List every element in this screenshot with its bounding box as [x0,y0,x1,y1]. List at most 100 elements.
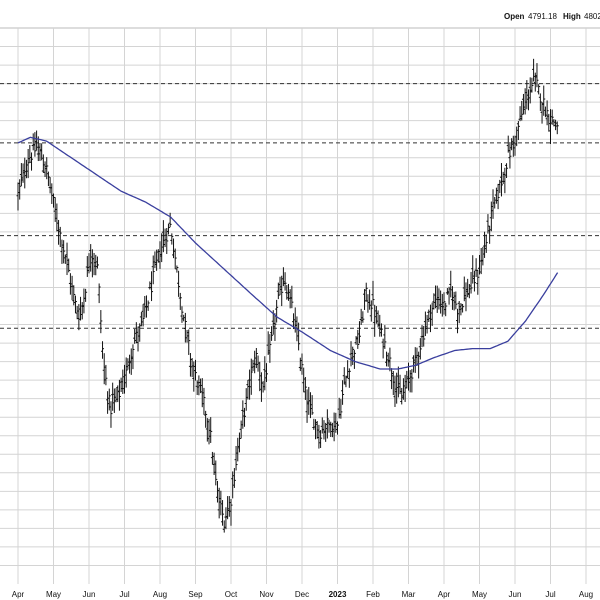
x-tick-label: Jul [545,590,555,599]
ohlc-bar [379,323,383,337]
ohlc-bar [537,84,541,95]
ohlc-bar [303,377,307,400]
ohlc-bar [72,285,76,306]
ohlc-bar [361,311,365,323]
ohlc-bar [175,265,179,273]
ohlc-bar [530,77,534,93]
ohlc-bar [104,364,108,386]
ohlc-bar [461,303,465,313]
ohlc-bar [234,445,238,471]
ohlc-bar [550,109,554,125]
ohlc-bar [555,121,559,135]
horizontal-gridlines [0,46,600,566]
ohlc-bar [508,142,512,169]
x-tick-label: Mar [402,590,416,599]
ohlc-bar [151,255,155,285]
ohlc-bars [16,58,559,533]
ohlc-bar [347,368,351,388]
ohlc-bar [476,269,480,295]
ohlc-bar [194,359,197,381]
ohlc-bar [325,409,329,439]
x-tick-label: Aug [579,590,593,599]
ohlc-bar [364,282,368,302]
moving-average-line [17,136,559,370]
x-tick-label: Aug [153,590,167,599]
x-tick-label: Dec [295,590,309,599]
ohlc-bar [265,363,268,382]
ohlc-bar [243,407,247,427]
ohlc-bar [418,338,422,360]
ohlc-bar [310,395,314,415]
ohlc-bar [33,132,37,157]
ohlc-bar [275,299,279,323]
ohlc-bar [535,63,539,88]
ohlc-bar [166,223,170,235]
ohlc-bar [180,306,184,323]
x-tick-label: Apr [438,590,451,599]
ohlc-bar [444,302,448,317]
x-tick-label: May [472,590,487,599]
ohlc-bar [214,460,218,486]
high-value: 4802 [584,12,600,21]
ohlc-bar [204,410,208,428]
ohlc-bar [484,234,488,253]
ohlc-bar [280,275,284,307]
ohlc-bar [516,120,520,141]
ohlc-bar [124,357,128,388]
ohlc-bar [336,421,339,435]
open-label: Open [504,12,525,21]
ohlc-bar [30,152,34,171]
ohlc-bar [283,272,287,291]
ohlc-bar [410,369,414,393]
ohlc-bar [371,280,375,306]
ohlc-bar [202,387,206,415]
x-tick-label: Nov [259,590,273,599]
ohlc-bar [499,163,503,197]
ohlc-bar [442,292,446,315]
ohlc-bar [26,148,30,179]
ohlc-bar [341,380,345,405]
ohlc-bar [107,388,111,411]
ohlc-bar [150,271,154,302]
ohlc-bar [276,282,280,300]
x-tick-label: Jun [509,590,522,599]
ohlc-bar [232,468,236,488]
ohlc-bar [221,500,225,526]
ohlc-bar [357,321,361,344]
ohlc-bar [173,248,177,270]
ohlc-bar [67,258,71,273]
ohlc-bar [170,233,174,245]
ohlc-bar [290,285,294,309]
ohlc-bar [177,270,181,297]
ohlc-bar [542,85,546,116]
ohlc-bar [383,325,387,349]
ohlc-bar [73,295,77,314]
ohlc-bar [422,325,426,347]
ohlc-bar [99,310,103,334]
ohlc-bar [297,322,301,351]
ohlc-bar [472,270,476,292]
high-label: High [563,12,581,21]
ohlc-bar [84,288,88,302]
ohlc-bar [45,157,49,180]
ohlc-bar [270,326,274,341]
ohlc-bar [183,312,187,343]
ohlc-bar [95,256,99,269]
ohlc-bar [58,226,62,248]
ohlc-bar [97,283,101,304]
ohlc-bar [18,179,22,200]
ohlc-bar [62,240,66,264]
ohlc-bar [356,329,360,349]
ohlc-bar [538,93,542,111]
ohlc-bar [209,417,213,443]
x-tick-label: 2023 [329,590,347,599]
ohlc-bar [146,300,150,311]
ohlc-bar [254,348,258,369]
open-value: 4791.18 [528,12,557,21]
ohlc-bar [165,228,169,254]
x-tick-label: Oct [225,590,238,599]
ohlc-bar [505,163,509,179]
ohlc-bar [351,346,355,365]
